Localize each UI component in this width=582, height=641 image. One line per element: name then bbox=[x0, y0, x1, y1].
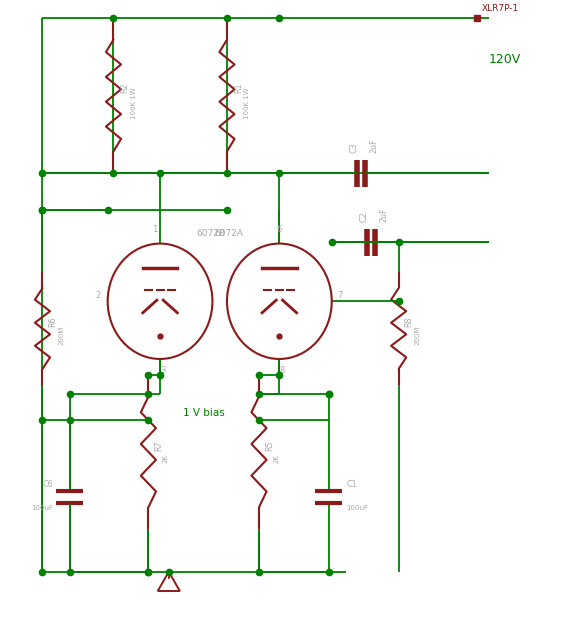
Text: 200M: 200M bbox=[59, 325, 65, 345]
Text: 1: 1 bbox=[152, 225, 157, 234]
Text: 6072A: 6072A bbox=[214, 229, 243, 238]
Text: XLR7P-1: XLR7P-1 bbox=[482, 4, 519, 13]
Text: 2K: 2K bbox=[163, 454, 169, 463]
Text: C6: C6 bbox=[43, 480, 54, 489]
Text: 100K 1W: 100K 1W bbox=[244, 87, 250, 119]
Text: C1: C1 bbox=[346, 480, 357, 489]
Text: 100K 1W: 100K 1W bbox=[131, 87, 137, 119]
Text: R2: R2 bbox=[120, 83, 130, 93]
Text: 7: 7 bbox=[338, 291, 343, 300]
Text: 2: 2 bbox=[95, 291, 101, 300]
Text: 6: 6 bbox=[276, 225, 282, 234]
Text: 1 V bias: 1 V bias bbox=[183, 408, 225, 419]
Text: 8: 8 bbox=[279, 366, 285, 375]
Text: 200M: 200M bbox=[415, 325, 421, 345]
Text: 100uF: 100uF bbox=[346, 504, 368, 511]
Text: R5: R5 bbox=[265, 440, 274, 451]
Text: 6072B: 6072B bbox=[196, 229, 225, 238]
Text: R6: R6 bbox=[48, 317, 58, 328]
Text: R1: R1 bbox=[234, 83, 243, 93]
Text: C2: C2 bbox=[360, 211, 369, 222]
Text: R8: R8 bbox=[404, 317, 414, 328]
Text: R7: R7 bbox=[154, 440, 164, 451]
Text: C3: C3 bbox=[349, 142, 359, 153]
Text: 3: 3 bbox=[160, 366, 166, 375]
Text: 2uF: 2uF bbox=[369, 138, 378, 153]
Text: 2K: 2K bbox=[274, 454, 279, 463]
Text: 120V: 120V bbox=[489, 53, 521, 66]
Text: 2uF: 2uF bbox=[379, 207, 389, 222]
Text: 100uF: 100uF bbox=[31, 504, 54, 511]
